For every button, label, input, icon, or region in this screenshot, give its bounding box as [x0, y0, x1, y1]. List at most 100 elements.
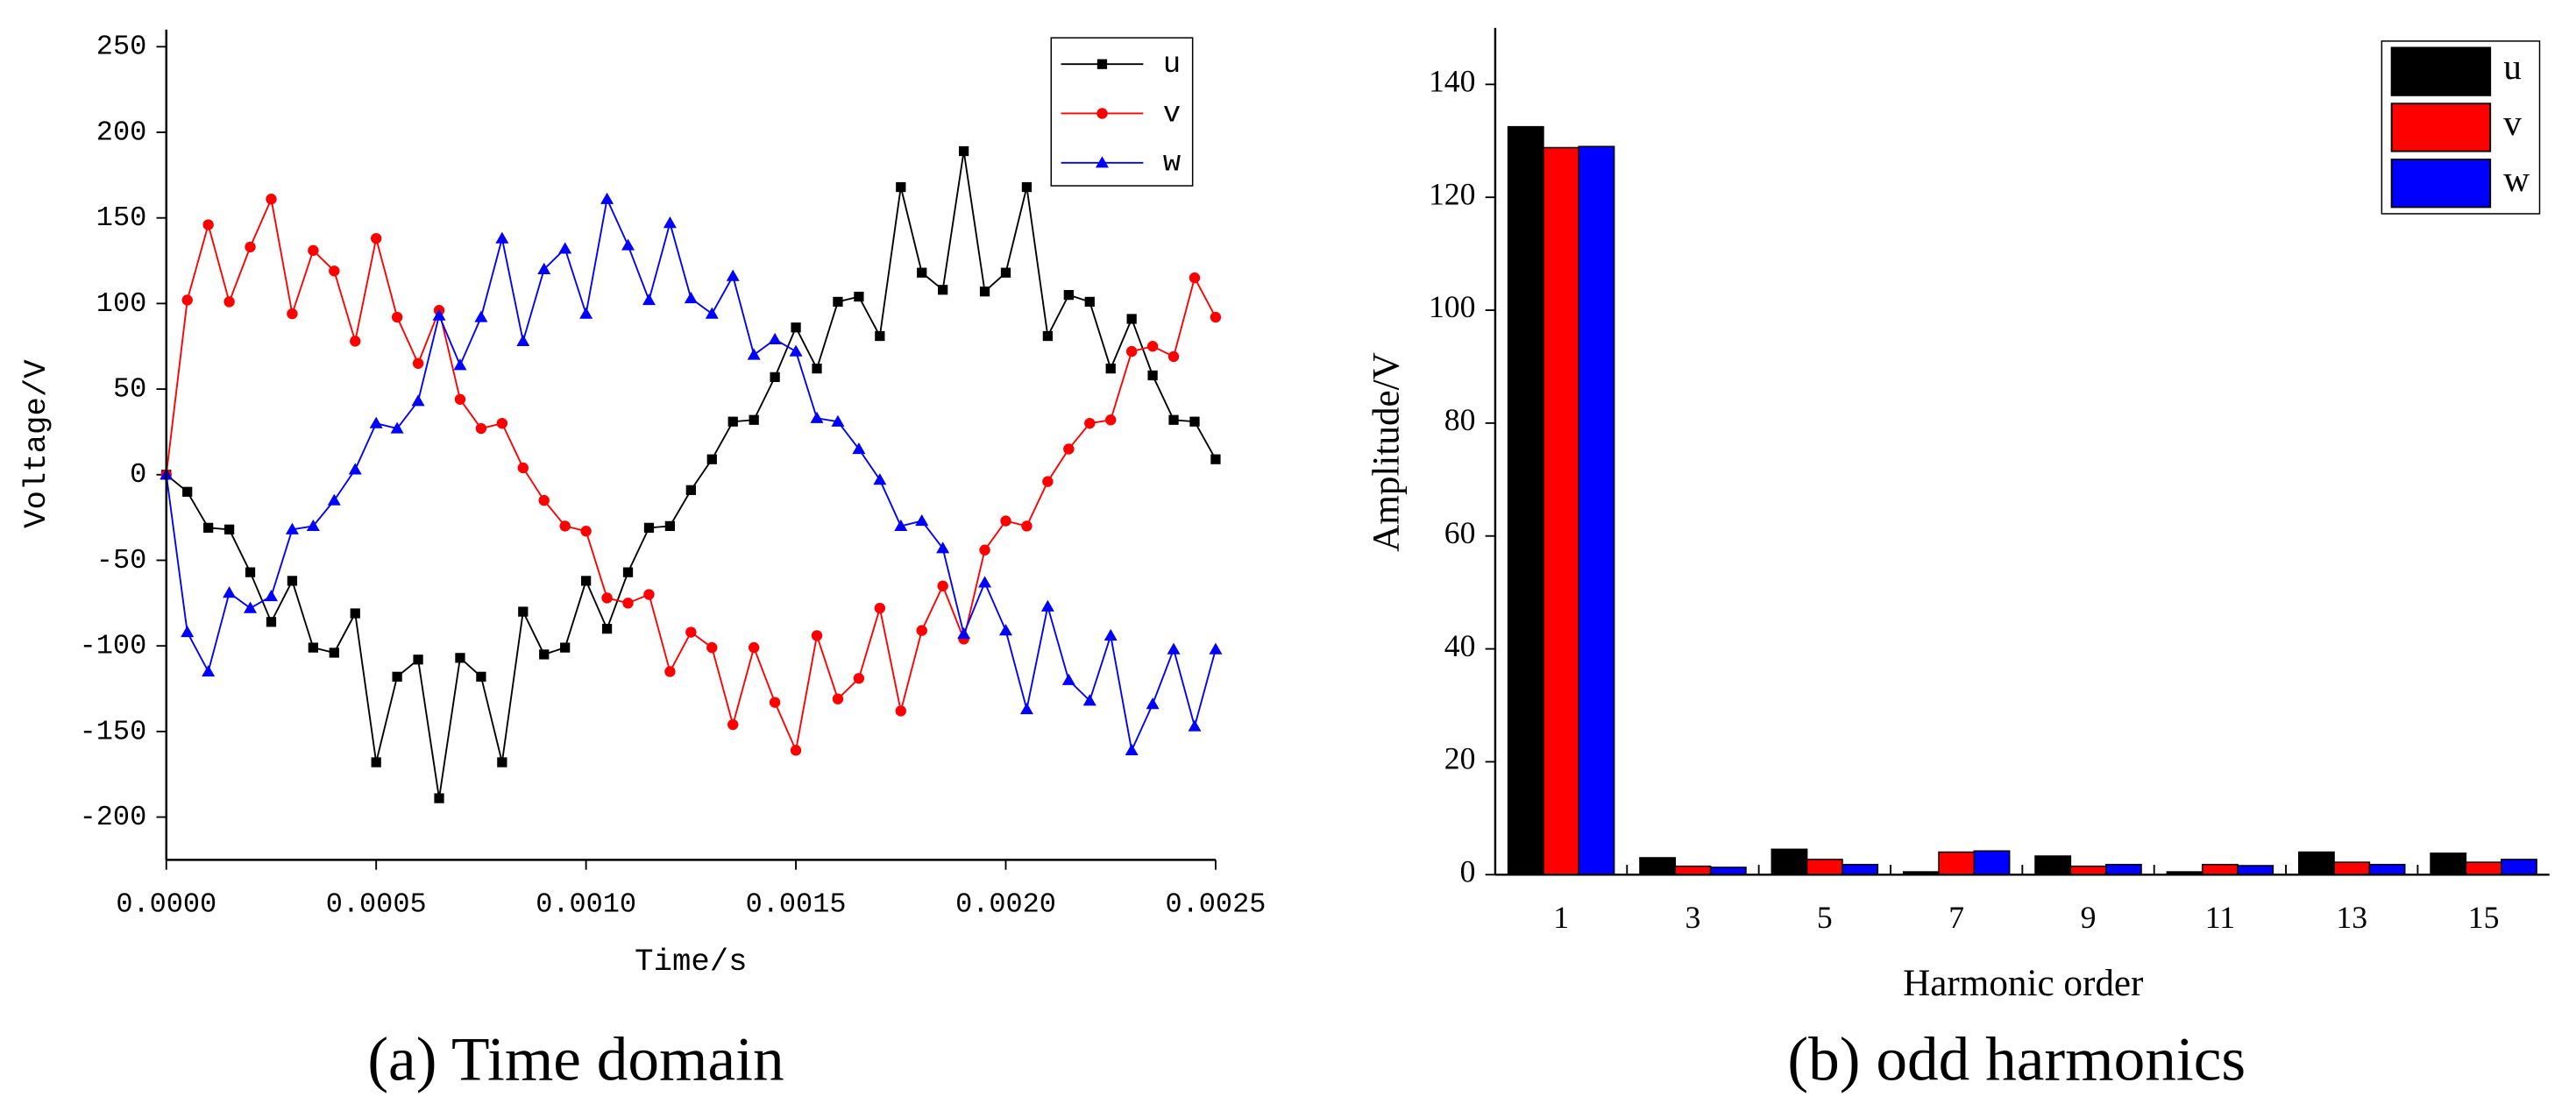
bar [2201, 863, 2239, 876]
data-point [1189, 272, 1201, 284]
data-point [181, 294, 193, 306]
bar [2430, 853, 2467, 876]
x-tick-label: 13 [2336, 900, 2367, 935]
data-point [266, 194, 277, 205]
data-point [643, 589, 655, 600]
y-tick-label: 100 [1429, 289, 1475, 324]
data-point [580, 526, 592, 537]
data-point [1042, 476, 1054, 487]
data-point [559, 520, 571, 532]
x-tick-label: 0.0025 [1166, 888, 1267, 920]
data-point [434, 793, 444, 803]
y-tick-label: 100 [96, 287, 146, 320]
data-point [475, 422, 487, 435]
data-point [1019, 702, 1033, 715]
data-point [453, 358, 467, 371]
data-point [497, 757, 507, 768]
data-point [706, 641, 718, 654]
data-point [517, 462, 529, 474]
data-point [391, 311, 403, 323]
data-point [832, 693, 844, 704]
data-point [350, 336, 361, 347]
data-point [685, 626, 697, 638]
data-point [412, 357, 424, 369]
data-point [791, 322, 801, 333]
bar [1938, 851, 1976, 876]
data-point [916, 625, 927, 636]
data-point [600, 192, 614, 204]
bar [1709, 867, 1747, 876]
data-point [1125, 743, 1139, 755]
data-point [1082, 694, 1096, 706]
data-point [1021, 181, 1033, 193]
data-point [936, 541, 950, 554]
legend-label: u [1163, 48, 1181, 81]
data-point [432, 308, 446, 321]
data-point [917, 267, 927, 278]
data-point [601, 592, 613, 604]
data-point [413, 655, 423, 665]
data-point [266, 617, 277, 627]
x-tick-label: 9 [2081, 900, 2097, 935]
x-tick-label: 0.0000 [116, 888, 216, 920]
y-tick-label: 60 [1444, 515, 1476, 550]
data-point [580, 576, 592, 586]
data-point [1167, 350, 1180, 363]
data-point [706, 454, 717, 464]
y-tick-label: -50 [96, 544, 146, 577]
bar [2237, 865, 2274, 876]
y-tick-label: 80 [1444, 402, 1476, 437]
data-point [1126, 314, 1137, 324]
data-point [495, 231, 509, 244]
y-tick-label: 140 [1429, 64, 1475, 99]
data-point [642, 293, 656, 306]
data-point [601, 623, 613, 634]
bar [2104, 863, 2142, 876]
data-point [1040, 599, 1054, 612]
data-point [622, 567, 634, 577]
data-point [1021, 520, 1033, 532]
data-point [558, 242, 572, 254]
x-tick-label: 0.0020 [955, 888, 1056, 920]
data-point [663, 216, 677, 229]
legend-label: v [1163, 97, 1181, 131]
y-tick-label: -200 [80, 801, 147, 833]
y-axis-label: Voltage/V [18, 359, 54, 528]
data-point [329, 647, 339, 658]
data-point [1210, 311, 1222, 323]
data-point [1146, 697, 1160, 710]
x-tick-label: 1 [1553, 900, 1569, 935]
data-point [998, 624, 1013, 636]
bar [2297, 851, 2335, 876]
data-point [223, 586, 237, 598]
bar [1806, 859, 1843, 876]
data-point [1063, 443, 1075, 455]
legend-label: w [2503, 159, 2530, 199]
bar [1543, 146, 1580, 876]
data-point [285, 522, 299, 534]
series-line [165, 196, 1217, 754]
data-point [748, 641, 760, 654]
legend-swatch [2390, 159, 2492, 209]
data-point [789, 344, 803, 357]
data-point [622, 598, 634, 609]
y-tick-label: 50 [113, 373, 146, 406]
data-point [369, 416, 383, 428]
data-point [726, 269, 740, 281]
legend-box [1050, 37, 1194, 187]
data-point [1210, 454, 1221, 464]
y-tick-label: 120 [1429, 176, 1475, 211]
data-point [1105, 414, 1117, 426]
series-line [165, 196, 1217, 754]
legend-marker [1095, 156, 1109, 168]
legend-label: u [2503, 46, 2522, 87]
y-tick-label: 250 [96, 31, 146, 63]
y-tick-label: 150 [96, 202, 146, 234]
data-point [1167, 642, 1181, 655]
bar [1507, 125, 1544, 876]
data-point [873, 473, 887, 485]
data-point [245, 567, 256, 577]
data-point [539, 649, 550, 660]
